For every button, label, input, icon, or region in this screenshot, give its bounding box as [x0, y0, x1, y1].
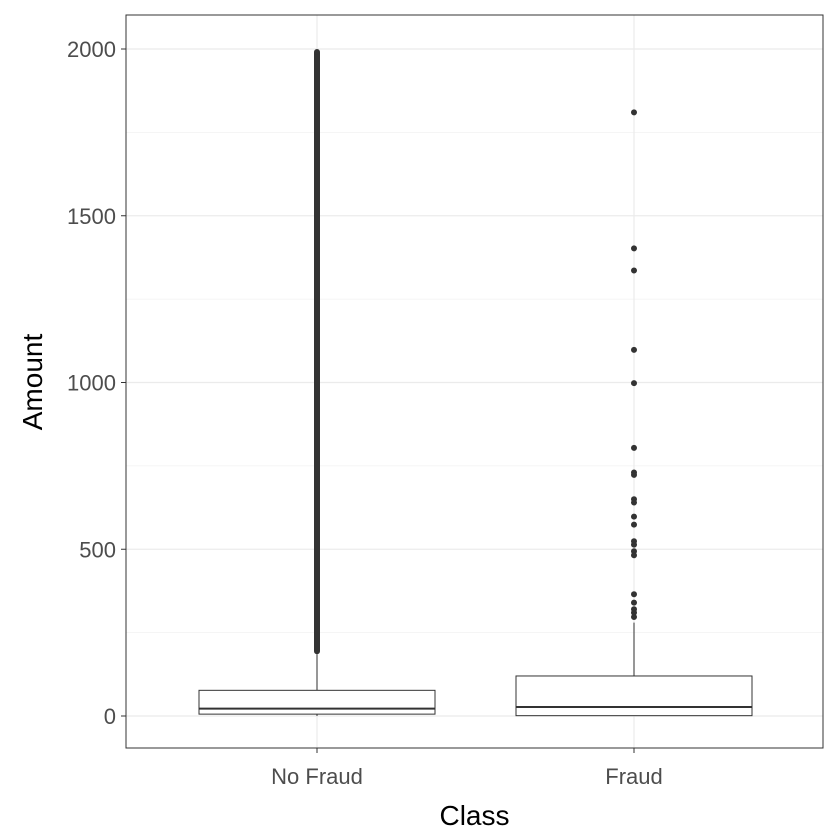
fraud-outlier-point [631, 471, 637, 478]
fraud-outlier-point [631, 346, 637, 353]
no-fraud-box [198, 689, 436, 715]
y-tick-label: 1000 [67, 371, 116, 396]
no-fraud-outlier-band [314, 50, 320, 655]
fraud-outlier-point [631, 552, 637, 559]
fraud-outlier-point [631, 521, 637, 528]
y-axis-title: Amount [17, 334, 48, 431]
x-tick-label: No Fraud [271, 764, 363, 789]
fraud-outlier-point [631, 499, 637, 506]
x-axis-title: Class [439, 800, 509, 831]
fraud-outlier-point [631, 613, 637, 620]
box-layer [198, 49, 753, 717]
axis-layer: 0 500 1000 1500 2000 No Fraud Fraud [67, 37, 663, 789]
grid-lines [126, 15, 823, 748]
y-tick-label: 1500 [67, 204, 116, 229]
fraud-outlier-point [631, 267, 637, 274]
fraud-outlier-point [631, 444, 637, 451]
no-fraud-outlier-point [314, 49, 320, 56]
x-tick-label: Fraud [605, 764, 662, 789]
fraud-outlier-point [631, 380, 637, 387]
panel-border [125, 14, 824, 749]
fraud-box [515, 675, 753, 717]
fraud-outlier-point [631, 609, 637, 616]
y-tick-label: 0 [104, 704, 116, 729]
fraud-outlier-point [631, 599, 637, 606]
y-tick-label: 500 [79, 537, 116, 562]
fraud-outlier-point [631, 109, 637, 116]
fraud-outlier-point [631, 541, 637, 548]
y-tick-label: 2000 [67, 37, 116, 62]
fraud-outlier-point [631, 591, 637, 598]
fraud-outlier-point [631, 245, 637, 252]
fraud-outlier-point [631, 513, 637, 520]
